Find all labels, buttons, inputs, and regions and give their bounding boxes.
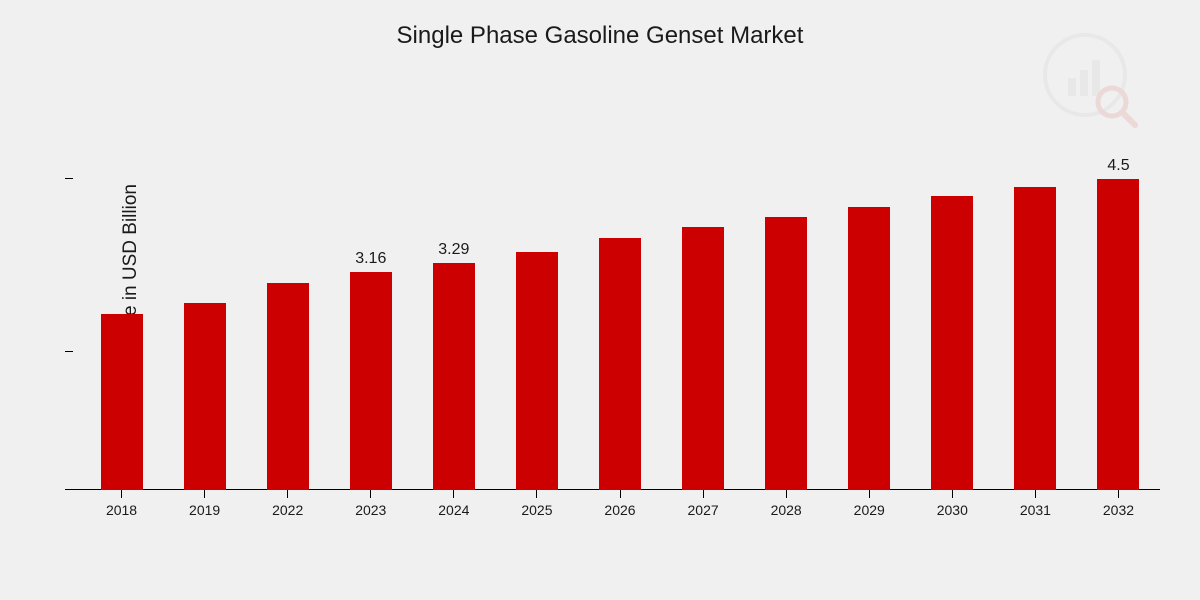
- x-axis-label: 2025: [521, 502, 552, 518]
- x-tick: 2022: [246, 490, 329, 530]
- bar-value-label: 3.16: [355, 250, 386, 268]
- tick-mark: [370, 490, 371, 498]
- x-tick: 2026: [578, 490, 661, 530]
- bar: [1014, 187, 1056, 490]
- x-tick: 2032: [1077, 490, 1160, 530]
- x-axis-label: 2030: [937, 502, 968, 518]
- x-tick: 2025: [495, 490, 578, 530]
- bar-slot: 4.5: [1077, 110, 1160, 490]
- x-axis-label: 2029: [854, 502, 885, 518]
- tick-mark: [703, 490, 704, 498]
- chart-title: Single Phase Gasoline Genset Market: [0, 0, 1200, 50]
- tick-mark: [204, 490, 205, 498]
- bar-value-label: 3.29: [438, 241, 469, 259]
- bar: [931, 196, 973, 490]
- tick-mark: [1035, 490, 1036, 498]
- bar-slot: [163, 110, 246, 490]
- bar-slot: 3.16: [329, 110, 412, 490]
- tick-mark: [786, 490, 787, 498]
- bar: [267, 283, 309, 490]
- y-tick-mark: [65, 178, 73, 179]
- chart-container: Single Phase Gasoline Genset Market Mark…: [0, 0, 1200, 600]
- bar: [599, 238, 641, 490]
- x-tick: 2027: [662, 490, 745, 530]
- x-axis-label: 2027: [688, 502, 719, 518]
- bar: [516, 252, 558, 490]
- bar-slot: [578, 110, 661, 490]
- x-tick: 2030: [911, 490, 994, 530]
- tick-mark: [536, 490, 537, 498]
- y-tick-mark: [65, 351, 73, 352]
- x-axis-label: 2024: [438, 502, 469, 518]
- tick-mark: [453, 490, 454, 498]
- bar-slot: 3.29: [412, 110, 495, 490]
- bar: [848, 207, 890, 490]
- x-tick: 2029: [828, 490, 911, 530]
- x-axis-label: 2023: [355, 502, 386, 518]
- bar-slot: [80, 110, 163, 490]
- bars-group: 3.16 3.29 4.5: [80, 110, 1160, 490]
- x-tick: 2031: [994, 490, 1077, 530]
- x-tick: 2018: [80, 490, 163, 530]
- bar: [101, 314, 143, 490]
- plot-area: 3.16 3.29 4.5 2018 2019 2022 2023 2024 2025 2026…: [80, 110, 1160, 530]
- bar: [184, 303, 226, 490]
- x-axis-label: 2019: [189, 502, 220, 518]
- tick-mark: [620, 490, 621, 498]
- bar: [350, 272, 392, 490]
- bar-slot: [828, 110, 911, 490]
- tick-mark: [1118, 490, 1119, 498]
- x-axis-label: 2022: [272, 502, 303, 518]
- x-axis-label: 2026: [604, 502, 635, 518]
- tick-mark: [121, 490, 122, 498]
- bar-slot: [745, 110, 828, 490]
- x-axis-label: 2032: [1103, 502, 1134, 518]
- tick-mark: [869, 490, 870, 498]
- tick-mark: [952, 490, 953, 498]
- x-axis-label: 2018: [106, 502, 137, 518]
- bar: [433, 263, 475, 490]
- bar-slot: [911, 110, 994, 490]
- bar-slot: [662, 110, 745, 490]
- bar-slot: [495, 110, 578, 490]
- x-axis-label: 2028: [771, 502, 802, 518]
- bar: [682, 227, 724, 490]
- bar-slot: [994, 110, 1077, 490]
- x-tick: 2019: [163, 490, 246, 530]
- tick-mark: [287, 490, 288, 498]
- bar-slot: [246, 110, 329, 490]
- x-tick: 2023: [329, 490, 412, 530]
- x-axis-label: 2031: [1020, 502, 1051, 518]
- x-tick: 2028: [745, 490, 828, 530]
- x-axis: 2018 2019 2022 2023 2024 2025 2026 2027 2028 2029…: [80, 490, 1160, 530]
- bar-value-label: 4.5: [1107, 157, 1129, 175]
- bar: [1097, 179, 1139, 490]
- bar: [765, 217, 807, 490]
- x-tick: 2024: [412, 490, 495, 530]
